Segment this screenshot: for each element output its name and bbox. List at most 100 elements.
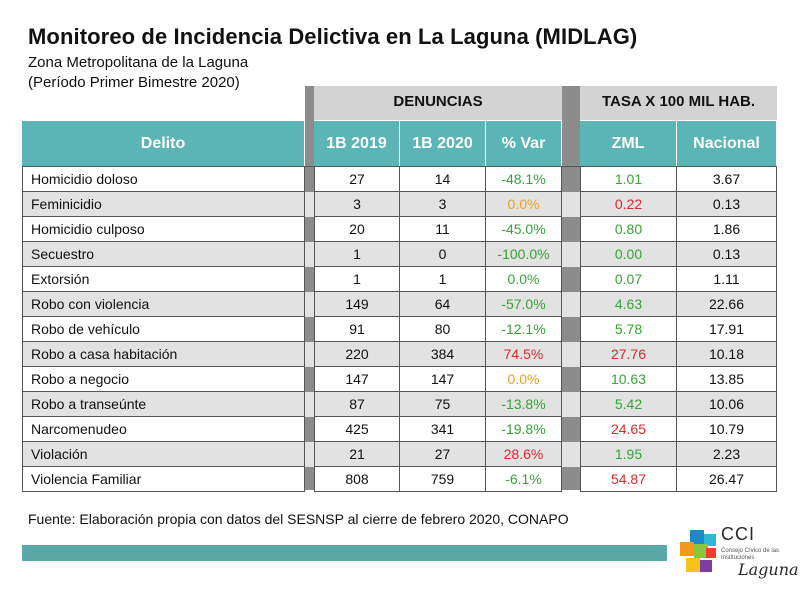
cell-nacional: 26.47 bbox=[677, 467, 777, 492]
cell-delito: Robo a casa habitación bbox=[22, 342, 305, 367]
cell-delito: Robo con violencia bbox=[22, 292, 305, 317]
cell-nacional: 10.79 bbox=[677, 417, 777, 442]
cell-zml: 27.76 bbox=[580, 342, 677, 367]
subtitle-period: (Período Primer Bimestre 2020) bbox=[28, 74, 240, 91]
cell-b2019: 149 bbox=[314, 292, 400, 317]
cell-delito: Extorsión bbox=[22, 267, 305, 292]
cell-nacional: 10.18 bbox=[677, 342, 777, 367]
cell-zml: 5.78 bbox=[580, 317, 677, 342]
cell-delito: Robo a transeúnte bbox=[22, 392, 305, 417]
cell-zml: 0.07 bbox=[580, 267, 677, 292]
table-row: Robo a negocio 147 147 0.0% 10.63 13.85 bbox=[22, 367, 777, 392]
cell-b2020: 147 bbox=[400, 367, 486, 392]
table-row: Homicidio doloso 27 14 -48.1% 1.01 3.67 bbox=[22, 167, 777, 192]
cell-b2019: 20 bbox=[314, 217, 400, 242]
cell-nacional: 0.13 bbox=[677, 242, 777, 267]
cell-b2020: 80 bbox=[400, 317, 486, 342]
table-top-border bbox=[22, 166, 777, 167]
cell-delito: Violación bbox=[22, 442, 305, 467]
cell-b2020: 384 bbox=[400, 342, 486, 367]
cell-var: -12.1% bbox=[486, 317, 562, 342]
cell-nacional: 0.13 bbox=[677, 192, 777, 217]
cell-delito: Robo de vehículo bbox=[22, 317, 305, 342]
table-row: Extorsión 1 1 0.0% 0.07 1.11 bbox=[22, 267, 777, 292]
subtitle: Zona Metropolitana de la Laguna (Período… bbox=[28, 53, 248, 93]
cell-var: -6.1% bbox=[486, 467, 562, 492]
cell-zml: 0.00 bbox=[580, 242, 677, 267]
table-row: Feminicidio 3 3 0.0% 0.22 0.13 bbox=[22, 192, 777, 217]
cell-delito: Homicidio doloso bbox=[22, 167, 305, 192]
cell-b2019: 220 bbox=[314, 342, 400, 367]
cell-nacional: 2.23 bbox=[677, 442, 777, 467]
cci-logo: CCI Consejo Cívico de las Instituciones … bbox=[676, 522, 799, 592]
cell-delito: Feminicidio bbox=[22, 192, 305, 217]
table-row: Robo de vehículo 91 80 -12.1% 5.78 17.91 bbox=[22, 317, 777, 342]
denuncias-band bbox=[314, 86, 562, 120]
page-title: Monitoreo de Incidencia Delictiva en La … bbox=[28, 24, 638, 49]
cell-nacional: 1.11 bbox=[677, 267, 777, 292]
tasa-group-label: TASA X 100 MIL HAB. bbox=[601, 93, 756, 110]
table-row: Robo a casa habitación 220 384 74.5% 27.76 10… bbox=[22, 342, 777, 367]
cell-b2019: 808 bbox=[314, 467, 400, 492]
cell-zml: 54.87 bbox=[580, 467, 677, 492]
column-header-1b2019: 1B 2019 bbox=[314, 121, 400, 167]
cell-zml: 24.65 bbox=[580, 417, 677, 442]
cell-nacional: 3.67 bbox=[677, 167, 777, 192]
cell-var: -19.8% bbox=[486, 417, 562, 442]
source-note: Fuente: Elaboración propia con datos del… bbox=[28, 511, 569, 527]
cell-b2019: 147 bbox=[314, 367, 400, 392]
cell-zml: 5.42 bbox=[580, 392, 677, 417]
cell-b2019: 1 bbox=[314, 242, 400, 267]
cell-b2019: 1 bbox=[314, 267, 400, 292]
separator-middle bbox=[562, 86, 580, 490]
cell-b2020: 341 bbox=[400, 417, 486, 442]
cell-b2020: 14 bbox=[400, 167, 486, 192]
cell-var: -48.1% bbox=[486, 167, 562, 192]
cell-var: -57.0% bbox=[486, 292, 562, 317]
table-row: Homicidio culposo 20 11 -45.0% 0.80 1.86 bbox=[22, 217, 777, 242]
cell-b2019: 91 bbox=[314, 317, 400, 342]
cell-var: -45.0% bbox=[486, 217, 562, 242]
cell-var: 74.5% bbox=[486, 342, 562, 367]
table-row: Robo a transeúnte 87 75 -13.8% 5.42 10.06 bbox=[22, 392, 777, 417]
column-header-nacional: Nacional bbox=[677, 121, 777, 167]
table-row: Secuestro 1 0 -100.0% 0.00 0.13 bbox=[22, 242, 777, 267]
cell-nacional: 17.91 bbox=[677, 317, 777, 342]
cell-zml: 4.63 bbox=[580, 292, 677, 317]
cell-var: -100.0% bbox=[486, 242, 562, 267]
table-row: Robo con violencia 149 64 -57.0% 4.63 22.66 bbox=[22, 292, 777, 317]
cell-b2020: 3 bbox=[400, 192, 486, 217]
cell-delito: Secuestro bbox=[22, 242, 305, 267]
cell-b2020: 759 bbox=[400, 467, 486, 492]
separator-left bbox=[305, 86, 314, 490]
cell-zml: 0.22 bbox=[580, 192, 677, 217]
cell-b2020: 27 bbox=[400, 442, 486, 467]
denuncias-group-label: DENUNCIAS bbox=[393, 93, 483, 110]
cell-zml: 1.01 bbox=[580, 167, 677, 192]
cell-b2019: 425 bbox=[314, 417, 400, 442]
cell-delito: Narcomenudeo bbox=[22, 417, 305, 442]
cell-b2020: 1 bbox=[400, 267, 486, 292]
logo-script: Laguna bbox=[738, 560, 799, 579]
cell-b2019: 21 bbox=[314, 442, 400, 467]
cell-var: -13.8% bbox=[486, 392, 562, 417]
cell-nacional: 10.06 bbox=[677, 392, 777, 417]
table-row: Violencia Familiar 808 759 -6.1% 54.87 26.47 bbox=[22, 467, 777, 492]
table-row: Violación 21 27 28.6% 1.95 2.23 bbox=[22, 442, 777, 467]
cell-b2020: 75 bbox=[400, 392, 486, 417]
cci-logo-mark-icon bbox=[680, 530, 716, 572]
cell-nacional: 13.85 bbox=[677, 367, 777, 392]
column-header-zml: ZML bbox=[580, 121, 677, 167]
column-header-delito: Delito bbox=[22, 121, 305, 167]
cell-var: 0.0% bbox=[486, 367, 562, 392]
cell-b2020: 0 bbox=[400, 242, 486, 267]
cell-b2020: 64 bbox=[400, 292, 486, 317]
cell-delito: Homicidio culposo bbox=[22, 217, 305, 242]
table-row: Narcomenudeo 425 341 -19.8% 24.65 10.79 bbox=[22, 417, 777, 442]
tasa-band bbox=[580, 86, 777, 120]
logo-name: CCI bbox=[721, 524, 755, 544]
cell-zml: 10.63 bbox=[580, 367, 677, 392]
cell-zml: 1.95 bbox=[580, 442, 677, 467]
cell-delito: Robo a negocio bbox=[22, 367, 305, 392]
cell-delito: Violencia Familiar bbox=[22, 467, 305, 492]
